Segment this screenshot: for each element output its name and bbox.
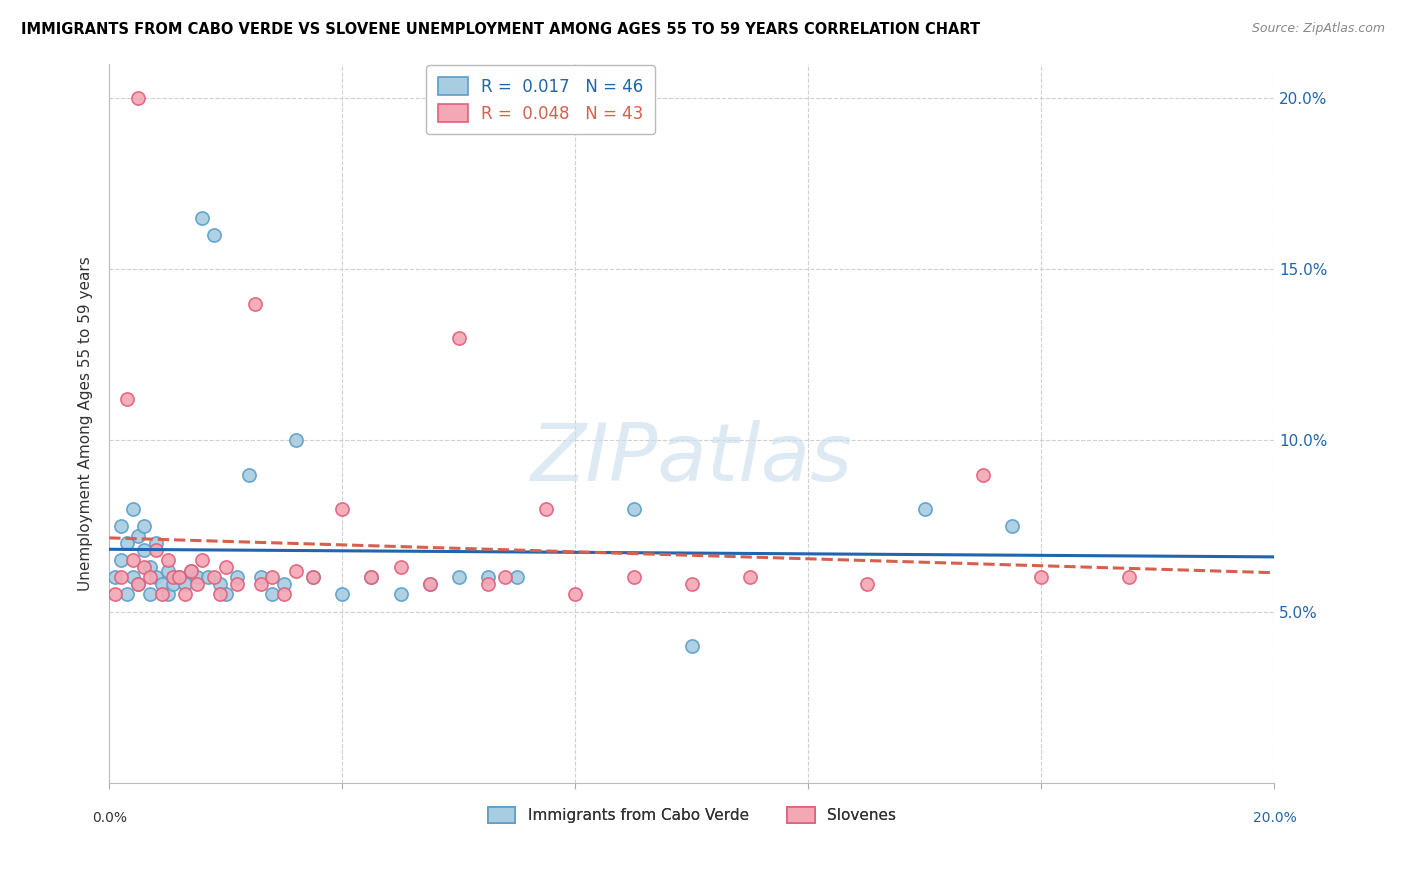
Point <box>360 570 382 584</box>
Point <box>681 577 703 591</box>
Point <box>115 536 138 550</box>
Point <box>139 570 162 584</box>
Point <box>302 570 325 584</box>
Point <box>167 570 190 584</box>
Point <box>330 502 353 516</box>
Point <box>238 467 260 482</box>
Point <box>249 570 271 584</box>
Point <box>186 577 208 591</box>
Point <box>134 543 156 558</box>
Point <box>1118 570 1140 584</box>
Point <box>914 502 936 516</box>
Point <box>121 502 143 516</box>
Point <box>180 564 202 578</box>
Text: 0.0%: 0.0% <box>91 811 127 825</box>
Point <box>145 536 167 550</box>
Point <box>110 553 132 567</box>
Point <box>972 467 994 482</box>
Point <box>156 564 179 578</box>
Point <box>243 296 266 310</box>
Point <box>208 577 231 591</box>
Text: ZIPatlas: ZIPatlas <box>531 420 853 499</box>
Point <box>855 577 877 591</box>
Point <box>156 553 179 567</box>
Point <box>174 577 197 591</box>
Point <box>389 587 412 601</box>
Point <box>127 577 149 591</box>
Point <box>273 577 295 591</box>
Point <box>174 587 197 601</box>
Text: IMMIGRANTS FROM CABO VERDE VS SLOVENE UNEMPLOYMENT AMONG AGES 55 TO 59 YEARS COR: IMMIGRANTS FROM CABO VERDE VS SLOVENE UN… <box>21 22 980 37</box>
Text: Source: ZipAtlas.com: Source: ZipAtlas.com <box>1251 22 1385 36</box>
Point <box>162 570 184 584</box>
Point <box>447 331 470 345</box>
Point <box>623 502 645 516</box>
Point <box>534 502 557 516</box>
Point <box>127 91 149 105</box>
Legend: Immigrants from Cabo Verde, Slovenes: Immigrants from Cabo Verde, Slovenes <box>482 801 901 829</box>
Point <box>110 570 132 584</box>
Point <box>681 639 703 653</box>
Point <box>197 570 219 584</box>
Point <box>419 577 441 591</box>
Point <box>186 570 208 584</box>
Point <box>150 577 173 591</box>
Point <box>115 392 138 407</box>
Point <box>134 560 156 574</box>
Point <box>506 570 529 584</box>
Point <box>127 529 149 543</box>
Point <box>180 564 202 578</box>
Point <box>162 577 184 591</box>
Point <box>104 570 127 584</box>
Point <box>110 519 132 533</box>
Point <box>215 560 238 574</box>
Text: 20.0%: 20.0% <box>1253 811 1296 825</box>
Point <box>150 587 173 601</box>
Point <box>330 587 353 601</box>
Point <box>302 570 325 584</box>
Point <box>262 587 284 601</box>
Point <box>477 577 499 591</box>
Point <box>419 577 441 591</box>
Point <box>127 577 149 591</box>
Point <box>202 228 225 243</box>
Point <box>360 570 382 584</box>
Point <box>202 570 225 584</box>
Point <box>145 543 167 558</box>
Point <box>284 564 307 578</box>
Point <box>249 577 271 591</box>
Point <box>134 519 156 533</box>
Point <box>167 570 190 584</box>
Point <box>564 587 586 601</box>
Point <box>1031 570 1053 584</box>
Point <box>447 570 470 584</box>
Point <box>115 587 138 601</box>
Point <box>145 570 167 584</box>
Point <box>623 570 645 584</box>
Point <box>284 434 307 448</box>
Point <box>477 570 499 584</box>
Point <box>139 587 162 601</box>
Point <box>226 577 249 591</box>
Point <box>740 570 762 584</box>
Point <box>226 570 249 584</box>
Point <box>156 587 179 601</box>
Point <box>273 587 295 601</box>
Point <box>494 570 516 584</box>
Point <box>139 560 162 574</box>
Point <box>208 587 231 601</box>
Point <box>191 211 214 225</box>
Point <box>191 553 214 567</box>
Point <box>389 560 412 574</box>
Point <box>121 553 143 567</box>
Point <box>262 570 284 584</box>
Point <box>121 570 143 584</box>
Point <box>215 587 238 601</box>
Y-axis label: Unemployment Among Ages 55 to 59 years: Unemployment Among Ages 55 to 59 years <box>79 256 93 591</box>
Point <box>104 587 127 601</box>
Point <box>1001 519 1024 533</box>
